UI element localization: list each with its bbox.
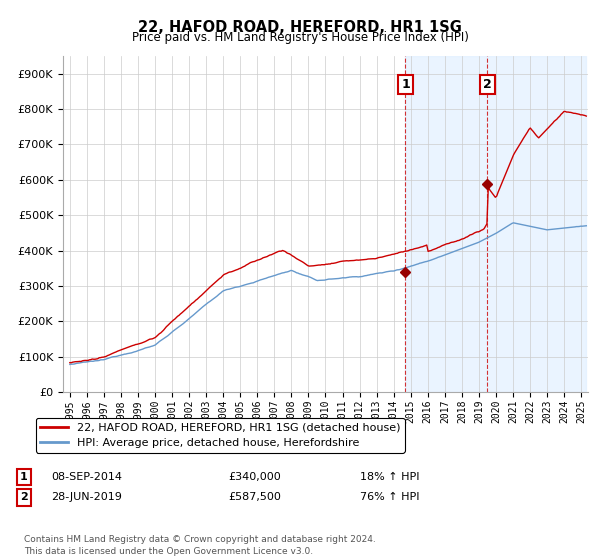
Legend: 22, HAFOD ROAD, HEREFORD, HR1 1SG (detached house), HPI: Average price, detached: 22, HAFOD ROAD, HEREFORD, HR1 1SG (detac… xyxy=(35,418,404,452)
Text: 2: 2 xyxy=(20,492,28,502)
Text: £587,500: £587,500 xyxy=(228,492,281,502)
Text: 76% ↑ HPI: 76% ↑ HPI xyxy=(360,492,419,502)
Text: 22, HAFOD ROAD, HEREFORD, HR1 1SG: 22, HAFOD ROAD, HEREFORD, HR1 1SG xyxy=(138,20,462,35)
Text: 2: 2 xyxy=(483,78,491,91)
Bar xyxy=(406,56,586,392)
Text: £340,000: £340,000 xyxy=(228,472,281,482)
Text: Contains HM Land Registry data © Crown copyright and database right 2024.
This d: Contains HM Land Registry data © Crown c… xyxy=(24,535,376,556)
Text: 18% ↑ HPI: 18% ↑ HPI xyxy=(360,472,419,482)
Text: 08-SEP-2014: 08-SEP-2014 xyxy=(51,472,122,482)
Text: Price paid vs. HM Land Registry's House Price Index (HPI): Price paid vs. HM Land Registry's House … xyxy=(131,31,469,44)
Text: 28-JUN-2019: 28-JUN-2019 xyxy=(51,492,122,502)
Text: 1: 1 xyxy=(401,78,410,91)
Text: 1: 1 xyxy=(20,472,28,482)
